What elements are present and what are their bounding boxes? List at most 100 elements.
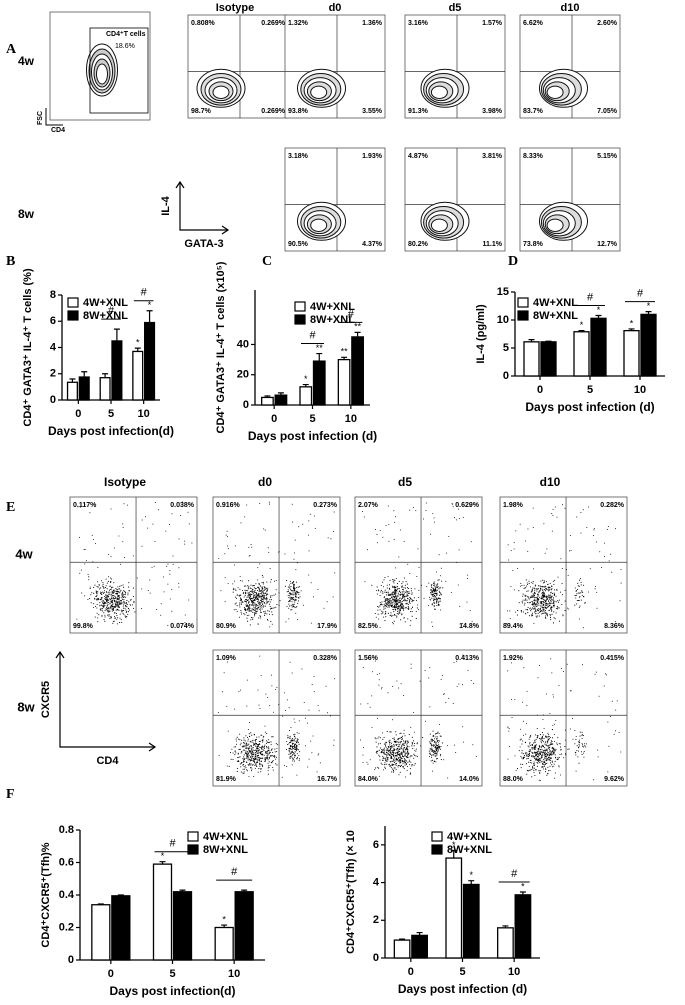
y-axis-label: CD4⁺ GATA3⁺ IL-4⁺ T cells (%) <box>22 268 34 427</box>
event-dot <box>262 736 264 738</box>
event-dot <box>395 577 397 580</box>
quadrant-percent: 0.273% <box>313 502 338 509</box>
event-dot <box>291 598 293 600</box>
event-dot <box>251 747 253 749</box>
event-dot <box>513 542 515 544</box>
event-dot <box>267 600 269 602</box>
event-dot <box>405 740 407 742</box>
event-dot <box>255 592 257 594</box>
event-dot <box>242 768 244 770</box>
event-dot <box>362 747 364 749</box>
event-dot <box>116 598 118 600</box>
event-dot <box>96 581 99 583</box>
event-dot <box>407 595 409 597</box>
event-dot <box>279 600 281 602</box>
event-dot <box>360 739 362 741</box>
event-dot <box>521 743 523 745</box>
event-dot <box>87 598 89 601</box>
event-dot <box>375 741 377 743</box>
event-dot <box>289 756 291 758</box>
event-dot <box>113 582 115 584</box>
event-dot <box>534 764 536 766</box>
event-dot <box>226 661 228 663</box>
event-dot <box>551 672 553 674</box>
event-dot <box>249 604 251 606</box>
event-dot <box>452 703 454 705</box>
event-dot <box>289 751 291 753</box>
event-dot <box>390 596 393 599</box>
event-dot <box>270 762 272 764</box>
event-dot <box>538 745 540 747</box>
event-dot <box>432 600 435 602</box>
event-dot <box>238 595 240 597</box>
event-dot <box>242 761 244 764</box>
event-dot <box>284 553 286 555</box>
event-dot <box>407 742 409 744</box>
event-dot <box>289 735 291 738</box>
event-dot <box>530 608 533 610</box>
event-dot <box>256 736 258 738</box>
event-dot <box>581 594 583 596</box>
event-dot <box>397 588 399 590</box>
event-dot <box>434 733 437 735</box>
event-dot <box>292 748 294 750</box>
event-dot <box>258 758 260 761</box>
event-dot <box>552 508 554 510</box>
event-dot <box>102 600 104 602</box>
event-dot <box>610 655 612 657</box>
event-dot <box>277 744 279 746</box>
event-dot <box>255 595 257 597</box>
event-dot <box>247 728 249 730</box>
event-dot <box>529 753 531 755</box>
event-dot <box>287 735 289 737</box>
event-dot <box>383 750 385 752</box>
event-dot <box>578 585 580 587</box>
event-dot <box>552 737 554 739</box>
event-dot <box>521 584 523 587</box>
significance-mark: ** <box>316 343 324 353</box>
event-dot <box>516 614 518 616</box>
event-dot <box>248 607 251 609</box>
event-dot <box>232 583 234 585</box>
event-dot <box>248 596 250 598</box>
event-dot <box>433 736 435 738</box>
event-dot <box>542 609 544 611</box>
event-dot <box>433 589 436 592</box>
event-dot <box>401 739 403 741</box>
event-dot <box>400 755 402 757</box>
event-dot <box>541 757 543 759</box>
event-dot <box>288 749 290 751</box>
event-dot <box>447 777 449 779</box>
event-dot <box>585 746 587 748</box>
event-dot <box>116 603 118 605</box>
event-dot <box>308 534 310 536</box>
event-dot <box>407 605 409 608</box>
event-dot <box>547 738 549 740</box>
event-dot <box>292 746 294 748</box>
event-dot <box>529 586 531 588</box>
event-dot <box>293 552 295 554</box>
event-dot <box>393 613 395 616</box>
event-dot <box>436 751 438 753</box>
event-dot <box>310 582 312 584</box>
event-dot <box>254 602 256 604</box>
event-dot <box>257 753 259 755</box>
event-dot <box>271 608 273 610</box>
event-dot <box>332 530 334 532</box>
event-dot <box>406 769 408 771</box>
event-dot <box>235 746 237 748</box>
event-dot <box>292 582 294 585</box>
legend-swatch <box>431 831 443 842</box>
event-dot <box>273 594 275 596</box>
event-dot <box>547 583 549 585</box>
event-dot <box>244 608 246 610</box>
event-dot <box>399 612 401 614</box>
event-dot <box>386 600 388 602</box>
event-dot <box>534 607 536 609</box>
event-dot <box>387 591 389 593</box>
event-dot <box>519 746 521 748</box>
event-dot <box>133 602 135 604</box>
event-dot <box>579 618 581 620</box>
event-dot <box>360 703 362 705</box>
quadrant-percent: 0.117% <box>73 502 97 509</box>
